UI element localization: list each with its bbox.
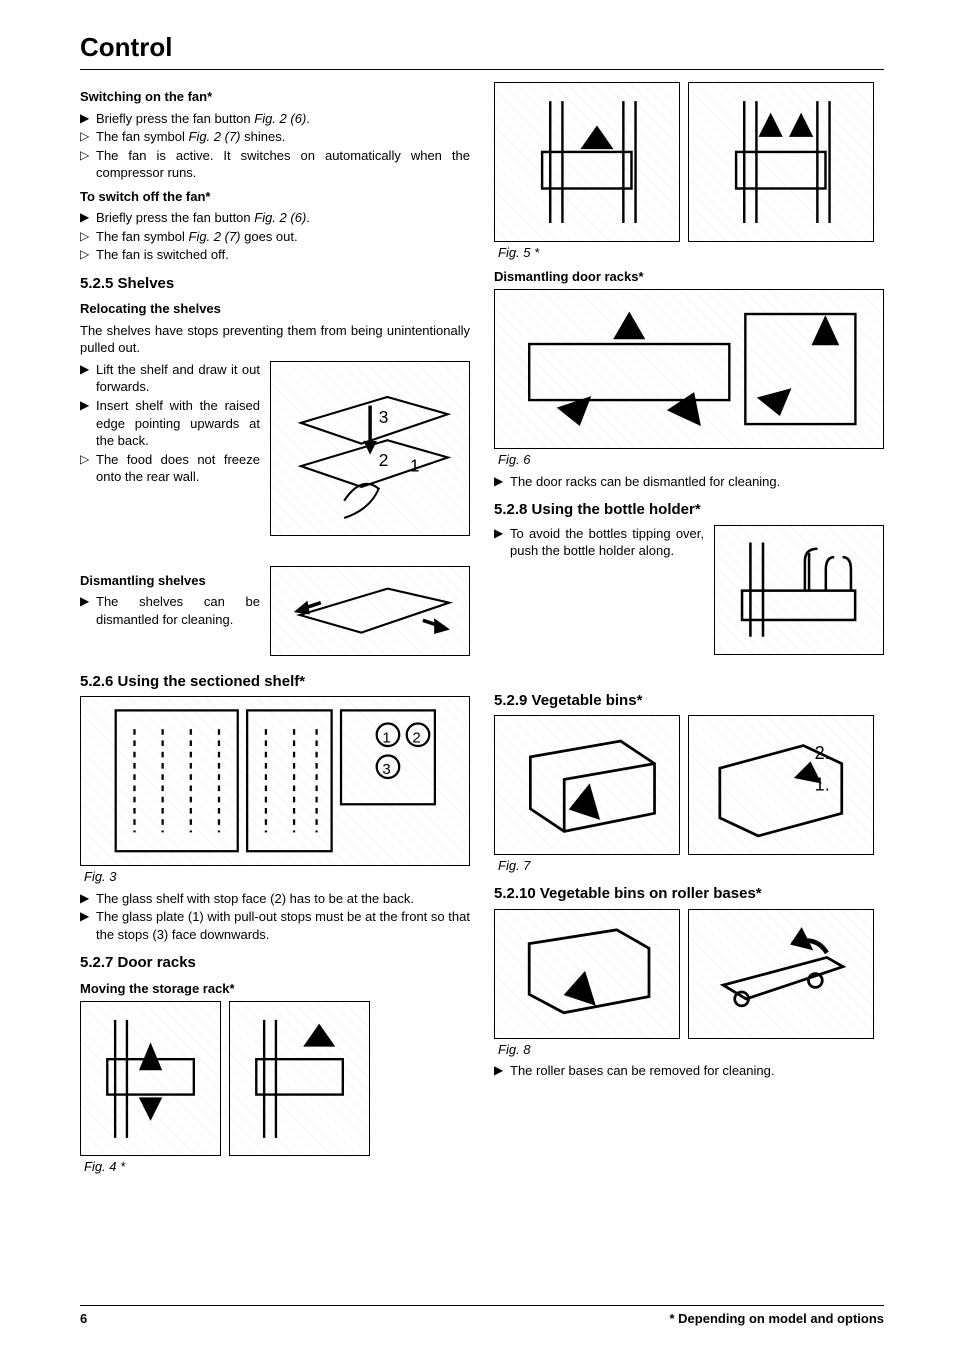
move-rack-heading: Moving the storage rack* <box>80 980 470 998</box>
fig6-figure <box>494 289 884 449</box>
fig8-caption: Fig. 8 <box>498 1041 884 1059</box>
fan-off-list: Briefly press the fan button Fig. 2 (6).… <box>80 209 470 264</box>
dism-list: The shelves can be dismantled for cleani… <box>80 593 260 628</box>
svg-text:3: 3 <box>382 762 390 779</box>
sectioned-shelf-figure: 1 2 3 <box>80 696 470 866</box>
footer-note: * Depending on model and options <box>670 1310 885 1328</box>
fig7-pair: 2. 1. <box>494 715 874 855</box>
h528-list: To avoid the bottles tipping over, push … <box>494 525 704 560</box>
list-item: The fan is switched off. <box>80 246 470 264</box>
svg-text:3: 3 <box>379 406 389 426</box>
page-title: Control <box>80 30 884 65</box>
reloc-intro: The shelves have stops preventing them f… <box>80 322 470 357</box>
svg-text:1: 1 <box>410 455 420 475</box>
shelf-inset-figure: 3 2 1 <box>270 361 470 536</box>
left-column: Switching on the fan* Briefly press the … <box>80 82 470 1180</box>
svg-text:2: 2 <box>412 730 420 747</box>
dism-door-heading: Dismantling door racks* <box>494 268 884 286</box>
fig7-caption: Fig. 7 <box>498 857 884 875</box>
h-528: 5.2.8 Using the bottle holder* <box>494 500 884 520</box>
svg-text:2: 2 <box>379 450 389 470</box>
svg-text:2.: 2. <box>815 743 830 763</box>
list-item: The fan symbol Fig. 2 (7) shines. <box>80 128 470 146</box>
fig5-caption: Fig. 5 * <box>498 244 884 262</box>
list-item: Briefly press the fan button Fig. 2 (6). <box>80 209 470 227</box>
list-item: The food does not freeze onto the rear w… <box>80 451 260 486</box>
page-number: 6 <box>80 1310 87 1328</box>
fig4-pair <box>80 1001 370 1156</box>
list-item: The glass shelf with stop face (2) has t… <box>80 890 470 908</box>
page-footer: 6 * Depending on model and options <box>80 1305 884 1328</box>
list-item: Insert shelf with the raised edge pointi… <box>80 397 260 450</box>
h-526: 5.2.6 Using the sectioned shelf* <box>80 672 470 692</box>
reloc-heading: Relocating the shelves <box>80 300 470 318</box>
fan-on-list: Briefly press the fan button Fig. 2 (6).… <box>80 110 470 182</box>
list-item: Lift the shelf and draw it out forwards. <box>80 361 260 396</box>
list-item: The fan symbol Fig. 2 (7) goes out. <box>80 228 470 246</box>
fig6-caption: Fig. 6 <box>498 451 884 469</box>
fan-off-heading: To switch off the fan* <box>80 188 470 206</box>
reloc-list: Lift the shelf and draw it out forwards.… <box>80 361 260 486</box>
h-5210: 5.2.10 Vegetable bins on roller bases* <box>494 884 884 904</box>
h-525: 5.2.5 Shelves <box>80 274 470 294</box>
fan-on-heading: Switching on the fan* <box>80 88 470 106</box>
dismantle-figure <box>270 566 470 656</box>
dism-item: The shelves can be dismantled for cleani… <box>80 593 260 628</box>
right-column: Fig. 5 * Dismantling door racks* Fig. 6 … <box>494 82 884 1180</box>
fig8-list: The roller bases can be removed for clea… <box>494 1062 884 1080</box>
bottle-figure <box>714 525 884 655</box>
list-item: The glass plate (1) with pull-out stops … <box>80 908 470 943</box>
svg-text:1: 1 <box>382 730 390 747</box>
title-rule <box>80 69 884 70</box>
fig3-caption: Fig. 3 <box>84 868 470 886</box>
list-item: The fan is active. It switches on automa… <box>80 147 470 182</box>
list-item: Briefly press the fan button Fig. 2 (6). <box>80 110 470 128</box>
fig6-list: The door racks can be dismantled for cle… <box>494 473 884 491</box>
h-527: 5.2.7 Door racks <box>80 953 470 973</box>
fig5-pair <box>494 82 874 242</box>
fig4-caption: Fig. 4 * <box>84 1158 470 1176</box>
h-529: 5.2.9 Vegetable bins* <box>494 691 884 711</box>
fig3-list: The glass shelf with stop face (2) has t… <box>80 890 470 944</box>
fig8-pair <box>494 909 874 1039</box>
